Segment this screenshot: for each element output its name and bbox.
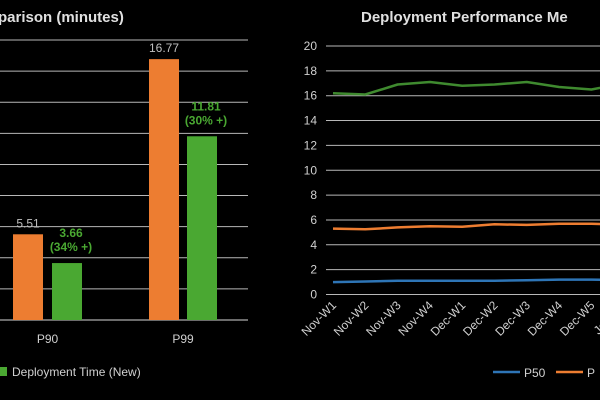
bar-p90-new <box>52 263 82 320</box>
legend-swatch-new <box>0 367 7 376</box>
data-label-p99-baseline: 16.77 <box>149 41 179 55</box>
data-label-p90-new-1: (34% +) <box>50 240 92 254</box>
y-tick-8: 8 <box>310 188 317 202</box>
y-tick-20: 20 <box>304 39 318 53</box>
x-tick-dec-w5: Dec-W5 <box>557 298 598 339</box>
line-series-p50 <box>332 278 600 284</box>
legend-label-new: Deployment Time (New) <box>12 365 141 379</box>
x-tick-nov-w4: Nov-W4 <box>395 298 436 339</box>
line-series-top <box>332 80 600 96</box>
data-label-p99-new-1: (30% +) <box>185 113 227 127</box>
x-tick-p99: P99 <box>172 332 194 346</box>
y-tick-12: 12 <box>304 138 318 152</box>
y-tick-14: 14 <box>304 114 318 128</box>
y-tick-2: 2 <box>310 263 317 277</box>
data-label-p90-new-0: 3.66 <box>59 226 83 240</box>
x-tick-dec-w1: Dec-W1 <box>428 298 469 339</box>
x-tick-dec-w4: Dec-W4 <box>525 298 566 339</box>
data-label-p99-new-0: 11.81 <box>191 99 221 113</box>
y-tick-4: 4 <box>310 238 317 252</box>
x-tick-nov-w1: Nov-W1 <box>299 298 340 339</box>
bar-p99-new <box>187 136 217 320</box>
x-tick-nov-w2: Nov-W2 <box>331 298 372 339</box>
legend-label-p50: P50 <box>524 366 546 380</box>
bar-p99-baseline <box>149 59 179 321</box>
line-chart-title: Deployment Performance Me <box>361 9 568 26</box>
y-tick-6: 6 <box>310 213 317 227</box>
x-tick-nov-w3: Nov-W3 <box>363 298 404 339</box>
y-tick-16: 16 <box>304 89 318 103</box>
legend-label-partial: P <box>587 366 595 380</box>
y-tick-10: 10 <box>304 163 318 177</box>
x-tick-dec-w2: Dec-W2 <box>460 298 501 339</box>
y-tick-18: 18 <box>304 64 318 78</box>
data-label-p90-baseline: 5.51 <box>16 216 40 230</box>
x-tick-p90: P90 <box>37 332 59 346</box>
x-tick-dec-w3: Dec-W3 <box>492 298 533 339</box>
bar-p90-baseline <box>13 234 43 320</box>
bar-chart-title: parison (minutes) <box>0 9 124 26</box>
y-tick-0: 0 <box>310 288 317 302</box>
line-series-middle <box>332 222 600 231</box>
